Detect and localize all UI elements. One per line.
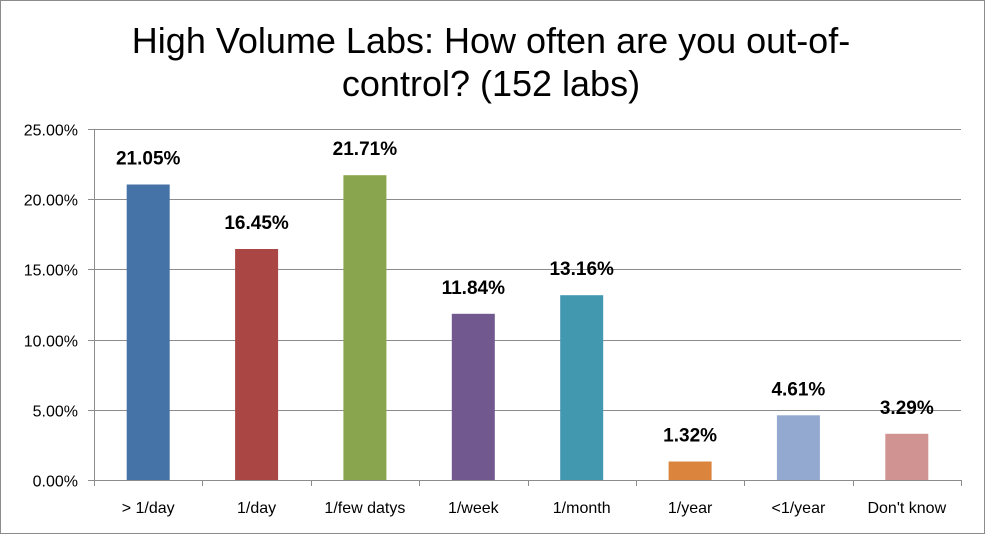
data-label-0: 21.05% (116, 149, 181, 170)
y-tick-label-4: 20.00% (24, 193, 78, 210)
x-tick-label-0: > 1/day (122, 500, 175, 517)
bars (126, 175, 929, 480)
y-tick-label-0: 0.00% (33, 474, 78, 491)
data-label-5: 1.32% (663, 426, 717, 447)
chart-title-line-1: High Volume Labs: How often are you out-… (131, 20, 851, 61)
x-tick-label-7: Don't know (867, 500, 946, 517)
x-tick-label-4: 1/month (553, 500, 611, 517)
chart-title-line-2: control? (152 labs) (341, 63, 641, 104)
x-tick-label-3: 1/week (448, 500, 500, 517)
bar-5 (668, 461, 712, 480)
y-tick-label-2: 10.00% (24, 334, 78, 351)
x-tick-label-5: 1/year (668, 500, 713, 517)
bar-7 (885, 433, 929, 480)
x-tick-label-2: 1/few datys (324, 500, 405, 517)
bar-2 (343, 175, 387, 480)
data-label-3: 11.84% (442, 278, 505, 299)
data-label-4: 13.16% (549, 259, 614, 280)
data-label-7: 3.29% (880, 398, 934, 419)
axes (88, 129, 962, 486)
gridlines (94, 129, 961, 481)
y-tick-label-5: 25.00% (24, 123, 78, 140)
x-tick-label-1: 1/day (237, 500, 276, 517)
data-label-2: 21.71% (333, 139, 398, 160)
bar-6 (776, 415, 820, 480)
chart-title: High Volume Labs: How often are you out-… (81, 19, 901, 105)
x-tick-label-6: <1/year (771, 500, 825, 517)
y-tick-label-3: 15.00% (24, 263, 78, 280)
y-tick-label-1: 5.00% (33, 404, 78, 421)
labels: 0.00% 5.00% 10.00% 15.00% 20.00% 25.00% 21.05%… (24, 123, 947, 518)
bar-3 (451, 313, 495, 480)
data-label-1: 16.45% (224, 213, 289, 234)
bar-4 (560, 295, 604, 480)
bar-0 (126, 184, 170, 480)
data-label-6: 4.61% (771, 379, 825, 400)
bar-1 (235, 249, 279, 480)
